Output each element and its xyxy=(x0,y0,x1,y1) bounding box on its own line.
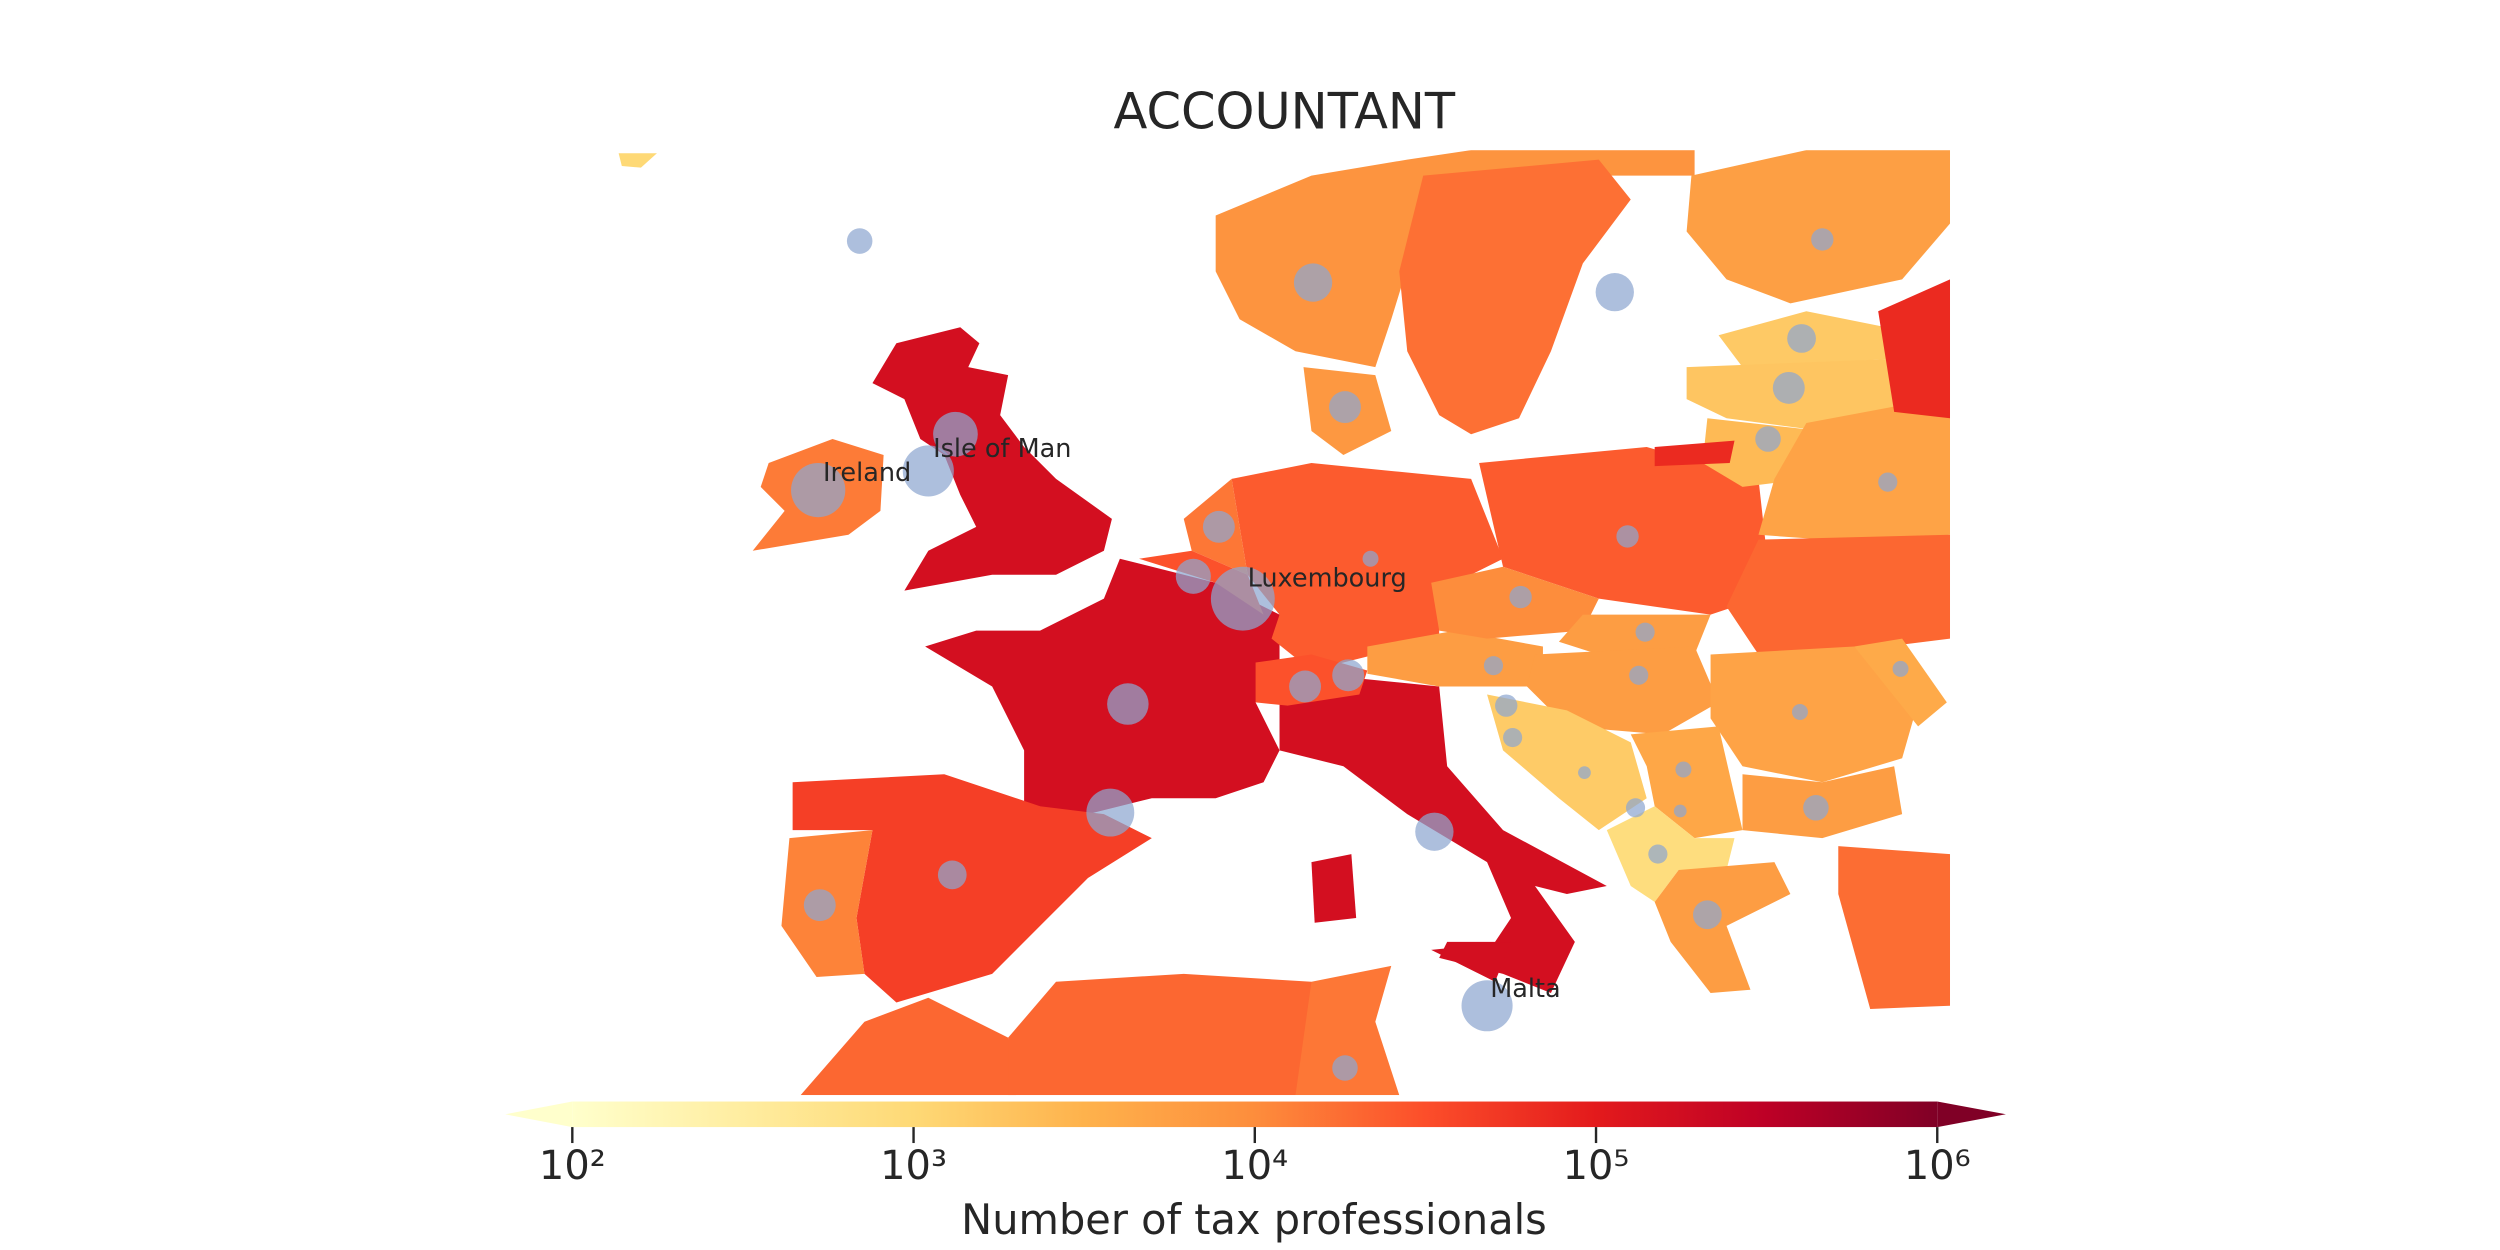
country xyxy=(1838,846,1951,1009)
bubble xyxy=(1772,371,1805,404)
bubble xyxy=(1362,550,1379,567)
bubble xyxy=(1293,263,1333,302)
bubble xyxy=(791,462,846,518)
annotation: Luxembourg xyxy=(1248,564,1407,594)
map-regions xyxy=(618,150,1951,1096)
bubble xyxy=(1625,798,1646,818)
annotations: Ireland Isle of Man Luxembourg Malta xyxy=(823,434,1561,1004)
bubble xyxy=(1332,1055,1358,1081)
annotation: Ireland xyxy=(823,458,911,488)
country xyxy=(1878,279,1951,419)
country xyxy=(1139,550,1264,615)
bubble xyxy=(1673,804,1687,818)
bubble xyxy=(1086,788,1135,837)
bubble xyxy=(1289,670,1322,703)
bubble xyxy=(1635,622,1655,642)
bubble xyxy=(1495,694,1518,717)
country xyxy=(1758,399,1951,543)
chart-title: ACCOUNTANT xyxy=(1113,82,1455,140)
bubble xyxy=(937,860,967,890)
map-bubbles xyxy=(791,228,1909,1081)
bubble xyxy=(1791,704,1808,720)
country xyxy=(800,997,1017,1096)
colorbar-label: Number of tax professionals xyxy=(961,1195,1547,1244)
bubble xyxy=(933,411,978,457)
country xyxy=(1311,854,1357,923)
country xyxy=(1008,973,1328,1096)
colorbar-tick-label: 10⁶ xyxy=(1904,1143,1971,1189)
annotation: Isle of Man xyxy=(933,434,1071,464)
country xyxy=(925,558,1280,815)
bubble xyxy=(1332,659,1365,692)
bubble xyxy=(902,445,954,497)
country xyxy=(1686,150,1951,304)
country xyxy=(1654,440,1735,467)
bubble xyxy=(1629,665,1649,685)
country xyxy=(1726,534,1951,655)
bubble xyxy=(1755,426,1781,452)
bubble xyxy=(1483,656,1504,676)
bubble xyxy=(1892,660,1909,677)
bubble xyxy=(1210,566,1275,631)
bubble xyxy=(1415,812,1454,851)
country xyxy=(1231,462,1504,671)
country xyxy=(1295,965,1400,1096)
bubble xyxy=(1175,558,1211,594)
bubble xyxy=(803,889,836,922)
colorbar-gradient xyxy=(572,1101,1938,1128)
country xyxy=(1654,862,1791,993)
bubble xyxy=(1811,228,1834,251)
colorbar-extend-high xyxy=(1937,1101,2006,1128)
bubble xyxy=(1202,510,1235,543)
bubble xyxy=(1509,585,1532,609)
annotation: Malta xyxy=(1490,974,1560,1004)
bubble xyxy=(1461,980,1513,1032)
colorbar-tick-label: 10⁴ xyxy=(1221,1143,1288,1189)
bubble xyxy=(1503,727,1523,748)
country xyxy=(1854,638,1947,727)
country xyxy=(872,327,1112,591)
colorbar-extend-low xyxy=(505,1101,573,1128)
bubble xyxy=(1616,525,1639,548)
bubble xyxy=(1803,795,1829,821)
colorbar-tick-label: 10³ xyxy=(880,1143,947,1189)
country xyxy=(1399,159,1631,435)
country xyxy=(618,153,657,168)
bubble xyxy=(846,228,873,254)
bubble xyxy=(1329,391,1361,424)
bubble xyxy=(1578,766,1591,780)
bubble xyxy=(1595,272,1634,312)
country xyxy=(1431,941,1512,982)
bubble xyxy=(1693,900,1722,930)
country xyxy=(1215,150,1695,368)
country xyxy=(1487,694,1647,831)
bubble xyxy=(1107,683,1149,725)
colorbar-tick-label: 10⁵ xyxy=(1563,1143,1630,1189)
country xyxy=(1710,646,1919,783)
colorbar-tick-label: 10² xyxy=(539,1143,606,1189)
bubble xyxy=(1787,324,1816,353)
colorbar: 10² 10³ 10⁴ 10⁵ 10⁶ xyxy=(505,1101,2006,1189)
country xyxy=(1606,806,1735,902)
country xyxy=(1630,726,1743,839)
country xyxy=(1526,646,1719,735)
country xyxy=(1558,614,1711,655)
bubble xyxy=(1675,761,1692,778)
bubble xyxy=(1648,844,1668,864)
country xyxy=(792,774,1152,1003)
bubble xyxy=(1878,472,1898,492)
